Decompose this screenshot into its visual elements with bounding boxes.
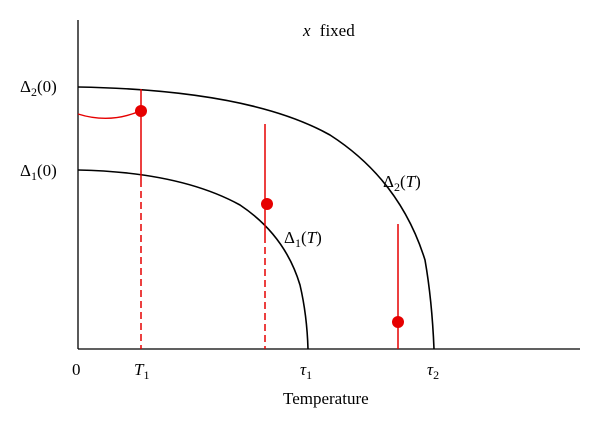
tick-T1: T1: [134, 360, 149, 382]
header-label: x fixed: [302, 21, 355, 40]
marker-dot-1: [135, 105, 147, 117]
label-delta2-T: Δ2(T): [383, 172, 421, 194]
origin-label: 0: [72, 360, 81, 379]
label-delta1-T: Δ1(T): [284, 228, 322, 250]
delta2-curve: [77, 86, 435, 350]
delta1-curve: [77, 169, 309, 350]
tick-tau1: τ1: [300, 360, 312, 382]
tick-tau2: τ2: [427, 360, 439, 382]
header-word: fixed: [320, 21, 355, 40]
marker-dot-3: [392, 316, 404, 328]
header-var: x: [302, 21, 311, 40]
label-delta1-0: Δ1(0): [20, 161, 57, 183]
x-axis-title: Temperature: [283, 389, 369, 408]
small-hook-curve: [77, 110, 141, 120]
marker-dot-2: [261, 198, 273, 210]
label-delta2-0: Δ2(0): [20, 77, 57, 99]
